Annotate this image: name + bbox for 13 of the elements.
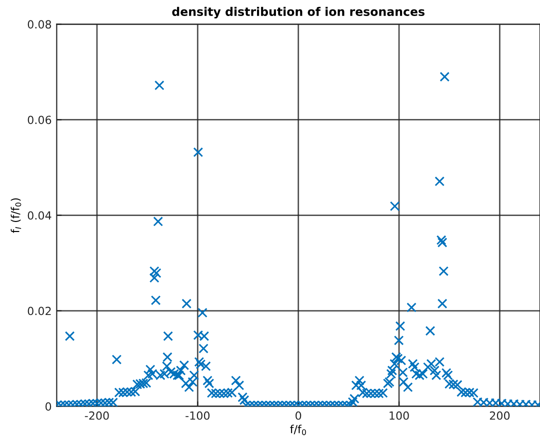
y-tick-label: 0	[46, 402, 52, 411]
x-tick-label: -100	[186, 411, 210, 420]
y-axis-title: f$_{I}$ (f/f$_{0}$)	[10, 198, 22, 233]
chart-title: density distribution of ion resonances	[172, 6, 424, 18]
x-tick-label: 200	[490, 411, 510, 420]
x-tick-label: 100	[390, 411, 409, 420]
x-tick-label: -200	[84, 411, 109, 420]
x-axis-title: f/f$_{0}$	[290, 424, 306, 436]
y-tick-label: 0.02	[28, 306, 51, 316]
x-tick-label: 0	[296, 411, 302, 420]
y-tick-label: 0.04	[28, 211, 52, 220]
y-tick-label: 0.06	[28, 116, 52, 124]
y-tick-label: 0.08	[28, 20, 52, 29]
